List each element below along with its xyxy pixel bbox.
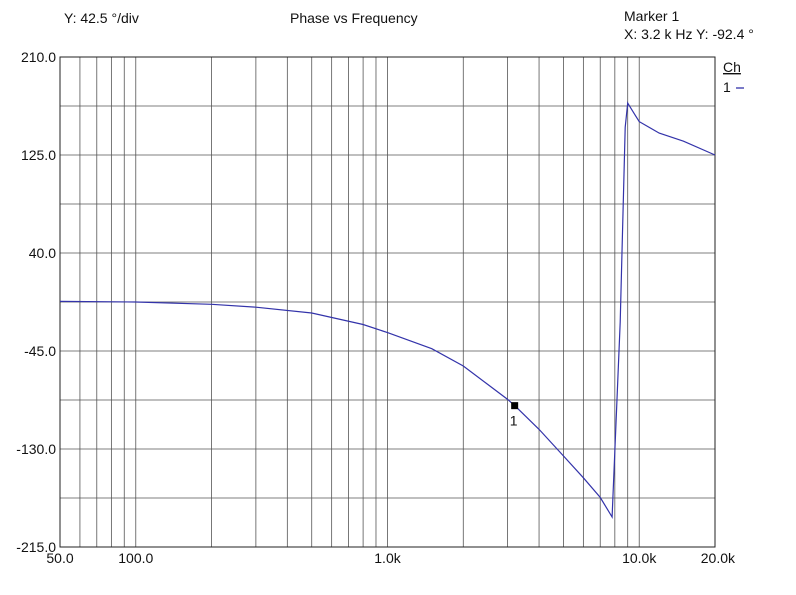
marker-point — [511, 402, 519, 410]
y-tick-label: 210.0 — [21, 49, 56, 65]
y-tick-label: -130.0 — [16, 441, 56, 457]
legend-header: Ch — [723, 59, 741, 75]
x-tick-label: 10.0k — [622, 550, 657, 566]
markers: 1 — [510, 402, 519, 429]
y-axis-ticks: 210.0 125.0 40.0 -45.0 -130.0 -215.0 — [16, 49, 56, 555]
plot-grid — [60, 57, 715, 547]
y-tick-label: 125.0 — [21, 147, 56, 163]
chart-title: Phase vs Frequency — [290, 10, 418, 26]
x-tick-label: 1.0k — [374, 550, 401, 566]
y-tick-label: -45.0 — [24, 343, 56, 359]
legend: Ch 1 — [723, 59, 744, 95]
x-tick-label: 100.0 — [118, 550, 153, 566]
x-axis-ticks: 50.0 100.0 1.0k 10.0k 20.0k — [46, 550, 736, 566]
marker-readout: X: 3.2 k Hz Y: -92.4 ° — [624, 26, 754, 42]
x-tick-label: 50.0 — [46, 550, 73, 566]
y-tick-label: -215.0 — [16, 539, 56, 555]
y-tick-label: 40.0 — [29, 245, 56, 261]
series-line-ch1 — [59, 101, 716, 520]
legend-entry-label: 1 — [723, 79, 731, 95]
x-tick-label: 20.0k — [701, 550, 736, 566]
y-scale-label: Y: 42.5 °/div — [64, 10, 139, 26]
marker-label: 1 — [510, 413, 518, 429]
marker-name: Marker 1 — [624, 8, 680, 24]
